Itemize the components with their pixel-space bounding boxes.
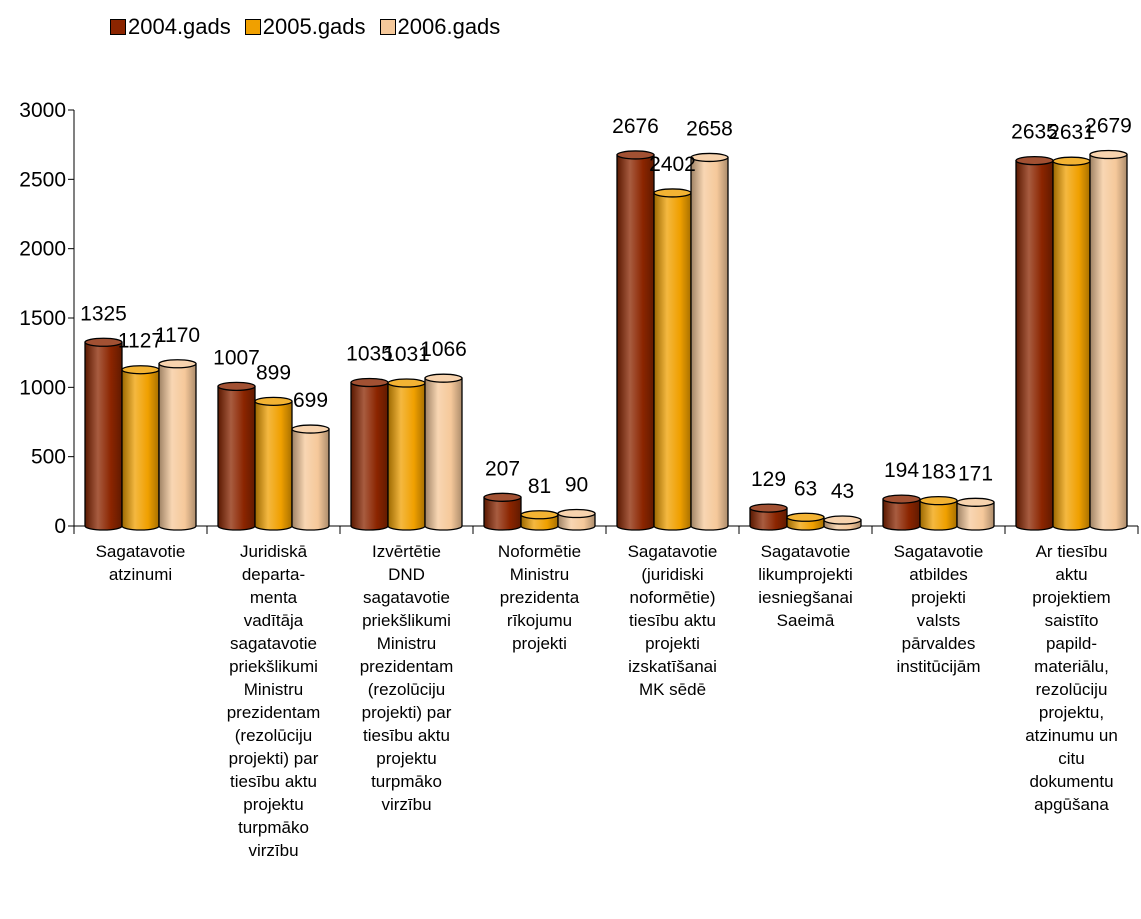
value-label: 1066	[420, 338, 467, 361]
bar	[956, 497, 995, 531]
bar	[158, 359, 197, 531]
y-tick-label: 1500	[19, 307, 66, 330]
x-category-label: Juridiskā departa- menta vadītāja sagata…	[226, 542, 321, 860]
value-label: 194	[884, 459, 919, 482]
value-label: 1007	[213, 346, 260, 369]
legend-swatch	[379, 19, 396, 35]
value-label: 1325	[80, 302, 127, 325]
bar	[557, 508, 596, 531]
x-category-label: Sagatavotie atbildes projekti valsts pār…	[893, 542, 984, 676]
bar	[483, 492, 522, 531]
bar	[84, 337, 123, 531]
value-label: 1031	[383, 343, 430, 366]
legend-item-0: 2004.gads	[110, 14, 231, 40]
bar	[121, 365, 160, 531]
legend-item-1: 2005.gads	[244, 14, 366, 40]
legend: 2004.gads 2005.gads 2006.gads	[110, 14, 500, 40]
bar	[520, 510, 559, 531]
bar	[882, 494, 921, 531]
bar	[350, 377, 389, 531]
y-tick-label: 3000	[19, 99, 66, 122]
value-label: 171	[958, 462, 993, 485]
value-label: 2635	[1011, 121, 1058, 144]
bar	[749, 503, 788, 531]
bar	[919, 495, 958, 531]
legend-label: 2004.gads	[128, 14, 231, 39]
value-label: 899	[256, 361, 291, 384]
legend-label: 2006.gads	[397, 14, 501, 39]
bars	[84, 149, 1128, 531]
bar	[1052, 156, 1091, 531]
value-label: 81	[528, 475, 551, 498]
value-label: 183	[921, 461, 956, 484]
legend-item-2: 2006.gads	[379, 14, 501, 40]
value-label: 1035	[346, 342, 393, 365]
value-label: 2402	[649, 153, 696, 176]
value-label: 90	[565, 474, 588, 497]
x-category-label: Ar tiesību aktu projektiem saistīto papi…	[1025, 542, 1118, 814]
value-label: 2679	[1085, 115, 1132, 138]
x-category-label: Sagatavotie atzinumi	[95, 542, 186, 584]
bar	[291, 424, 330, 531]
bar	[690, 152, 729, 531]
y-tick-label: 2500	[19, 168, 66, 191]
value-label: 2658	[686, 117, 733, 140]
value-label: 129	[751, 468, 786, 491]
legend-swatch	[110, 19, 126, 35]
legend-swatch	[244, 19, 261, 35]
axes: 0 500 1000 1500 2000 2500 3000	[19, 99, 1139, 538]
value-label: 43	[831, 480, 854, 503]
bar	[823, 515, 862, 531]
bar	[254, 396, 293, 531]
y-tick-label: 500	[31, 446, 66, 469]
x-category-label: Noformētie Ministru prezidenta rīkojumu …	[497, 542, 582, 653]
value-label: 1170	[155, 324, 200, 347]
value-label: 2676	[612, 115, 659, 138]
bar	[786, 512, 825, 531]
y-tick-label: 2000	[19, 238, 66, 261]
x-category-label: Izvērtētie DND sagatavotie priekšlikumi …	[359, 542, 454, 814]
bar	[424, 373, 463, 531]
bar	[1089, 149, 1128, 531]
x-category-label: Sagatavotie likumprojekti iesniegšanai S…	[758, 542, 853, 630]
bar	[387, 378, 426, 531]
bar	[653, 188, 692, 531]
bar	[1015, 155, 1054, 531]
legend-label: 2005.gads	[262, 14, 366, 39]
bar	[217, 381, 256, 531]
y-tick-label: 0	[54, 515, 66, 538]
y-tick-label: 1000	[19, 376, 66, 399]
x-category-label: Sagatavotie (juridiski noformētie) tiesī…	[627, 542, 718, 699]
value-label: 699	[293, 389, 328, 412]
value-label: 1127	[118, 330, 163, 353]
value-label: 2631	[1048, 121, 1095, 144]
value-label: 63	[794, 477, 817, 500]
bar	[616, 150, 655, 531]
value-label: 207	[485, 457, 520, 480]
